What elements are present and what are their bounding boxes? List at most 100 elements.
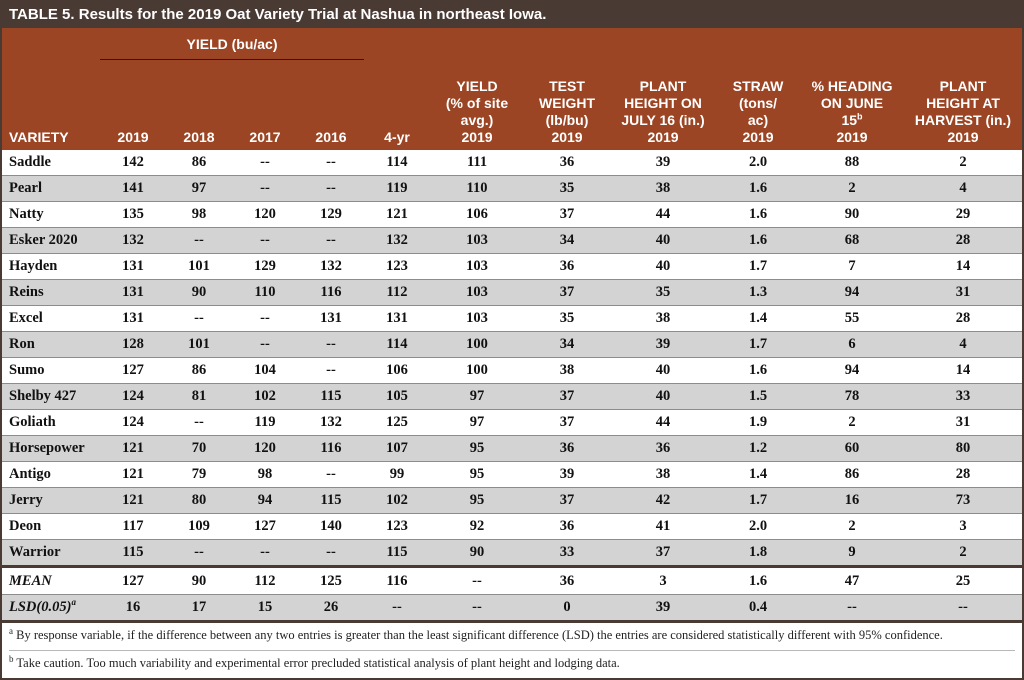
table-cell: 119 (364, 175, 431, 202)
table-cell: 114 (364, 331, 431, 358)
table-cell: 3 (610, 565, 717, 595)
table-cell: 101 (166, 331, 232, 358)
table-cell: 1.6 (716, 227, 801, 254)
table-cell: 115 (364, 539, 431, 567)
table-row: Natty 135 98 120 129 121 106 37 44 1.6 90 29 (2, 201, 1023, 228)
table-cell: 15 (232, 594, 298, 623)
table-cell: 1.6 (716, 201, 801, 228)
variety-name: Jerry (2, 487, 100, 514)
table-cell: 40 (610, 253, 717, 280)
table-cell: 98 (166, 201, 232, 228)
table-cell: 40 (610, 227, 717, 254)
table-cell: 128 (100, 331, 166, 358)
table-cell: 104 (232, 357, 298, 384)
table-cell: -- (166, 305, 232, 332)
table-row: Jerry 121 80 94 115 102 95 37 42 1.7 16 73 (2, 487, 1023, 514)
table-cell: 38 (524, 357, 611, 384)
table-cell: 41 (610, 513, 717, 540)
table-header: YIELD (bu/ac) VARIETY 2019 2018 2017 201… (2, 28, 1023, 150)
variety-name: Goliath (2, 409, 100, 436)
table-cell: 116 (298, 279, 365, 306)
table-cell: 116 (364, 565, 431, 595)
table-cell: 86 (166, 357, 232, 384)
table-cell: 2 (800, 409, 905, 436)
table-cell: 44 (610, 409, 717, 436)
table-cell: 31 (904, 409, 1023, 436)
table-cell: 39 (610, 331, 717, 358)
table-cell: 39 (524, 461, 611, 488)
table-cell: 42 (610, 487, 717, 514)
table-cell: 16 (100, 594, 166, 623)
table-cell: 131 (100, 305, 166, 332)
variety-name: Esker 2020 (2, 227, 100, 254)
table-cell: 14 (904, 253, 1023, 280)
variety-name: Pearl (2, 175, 100, 202)
header-spacer (524, 28, 611, 62)
table-cell: 38 (610, 305, 717, 332)
table-cell: 112 (232, 565, 298, 595)
footnote-b-marker: b (857, 111, 863, 122)
table-cell: 1.6 (716, 357, 801, 384)
table-cell: 107 (364, 435, 431, 462)
table-cell: 110 (232, 279, 298, 306)
footnote-a: a By response variable, if the differenc… (9, 625, 943, 642)
table-cell: 39 (610, 150, 717, 176)
table-cell: 39 (610, 594, 717, 623)
header-yield-group: YIELD (bu/ac) (100, 28, 365, 62)
variety-name: Excel (2, 305, 100, 332)
table-cell: 124 (100, 383, 166, 410)
table-cell: 95 (430, 435, 525, 462)
table-cell: 78 (800, 383, 905, 410)
table-row: Horsepower 121 70 120 116 107 95 36 36 1.2 60 80 (2, 435, 1023, 462)
table-cell: 36 (524, 565, 611, 595)
table-cell: 140 (298, 513, 365, 540)
table-cell: 9 (800, 539, 905, 567)
table-cell: 103 (430, 279, 525, 306)
table-cell: 40 (610, 383, 717, 410)
table-cell: -- (298, 461, 365, 488)
table-cell: 1.7 (716, 331, 801, 358)
table-cell: 129 (232, 253, 298, 280)
table-cell: 38 (610, 461, 717, 488)
table-cell: 3 (904, 513, 1023, 540)
table-cell: 132 (364, 227, 431, 254)
table-cell: 112 (364, 279, 431, 306)
variety-name: Antigo (2, 461, 100, 488)
table-cell: 127 (100, 565, 166, 595)
table-cell: -- (298, 175, 365, 202)
table-cell: 81 (166, 383, 232, 410)
table-cell: 90 (166, 565, 232, 595)
table-row: Sumo 127 86 104 -- 106 100 38 40 1.6 94 14 (2, 357, 1023, 384)
table-cell: -- (232, 150, 298, 176)
header-2017: 2017 (232, 62, 298, 150)
table-cell: 129 (298, 201, 365, 228)
table-cell: 121 (100, 461, 166, 488)
table-row: Antigo 121 79 98 -- 99 95 39 38 1.4 86 28 (2, 461, 1023, 488)
table-cell: -- (232, 227, 298, 254)
table-cell: 132 (298, 409, 365, 436)
table-cell: 2 (800, 513, 905, 540)
results-table: YIELD (bu/ac) VARIETY 2019 2018 2017 201… (2, 28, 1023, 623)
table-cell: 92 (430, 513, 525, 540)
table-cell: 124 (100, 409, 166, 436)
header-spacer (2, 28, 100, 62)
table-cell: 114 (364, 150, 431, 176)
table-cell: 115 (100, 539, 166, 567)
table-cell: 103 (430, 227, 525, 254)
table-cell: 103 (430, 305, 525, 332)
header-spacer (610, 28, 717, 62)
header-spacer (364, 28, 431, 62)
table-cell: 115 (298, 487, 365, 514)
table-cell: 4 (904, 175, 1023, 202)
table-cell: 131 (100, 279, 166, 306)
footnote-a-marker: a (71, 597, 76, 608)
table-cell: 94 (800, 279, 905, 306)
table-caption: Results for the 2019 Oat Variety Trial a… (78, 6, 547, 23)
table-cell: 117 (100, 513, 166, 540)
table-cell: 44 (610, 201, 717, 228)
table-cell: 14 (904, 357, 1023, 384)
table-row: Excel 131 -- -- 131 131 103 35 38 1.4 55 28 (2, 305, 1023, 332)
variety-name: Saddle (2, 150, 100, 176)
table-number: TABLE 5. (9, 6, 75, 23)
table-cell: 141 (100, 175, 166, 202)
